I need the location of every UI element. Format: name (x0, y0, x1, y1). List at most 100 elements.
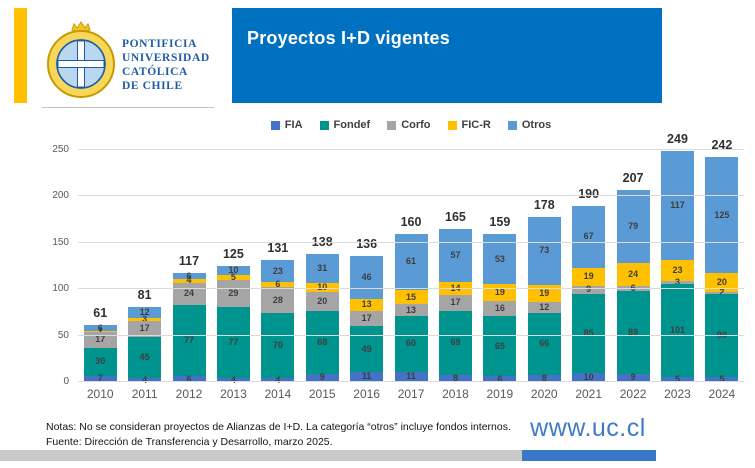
x-axis-label-2022: 2022 (619, 387, 647, 401)
segment-2018-otros: 57 (438, 228, 472, 282)
segment-2017-fondef: 60 (394, 316, 428, 372)
segment-value-2012-fia: 6 (186, 373, 192, 384)
segment-2010-corfo: 17 (83, 331, 117, 348)
x-axis-label-2015: 2015 (308, 387, 336, 401)
segment-2024-fondef: 90 (705, 293, 739, 378)
segment-value-2019-fia: 6 (497, 373, 503, 384)
legend-item-fic-r: FIC-R (447, 119, 491, 131)
bar-2020: 8 66 12 19 73 (527, 216, 561, 382)
y-tick-150: 150 (52, 236, 69, 248)
bar-2023: 5 101 3 23 117 (660, 150, 694, 385)
chart-legend: FIA Fondef Corfo FIC-R Otros (76, 119, 746, 131)
x-axis-label-2016: 2016 (353, 387, 380, 401)
total-label-2019: 159 (489, 215, 511, 230)
x-axis-label-2017: 2017 (397, 387, 425, 401)
segment-2017-otros: 61 (394, 233, 428, 291)
website-link[interactable]: www.uc.cl (530, 414, 646, 442)
bar-2014: 4 70 28 6 23 (261, 260, 295, 384)
segment-value-2011-fic-r: 3 (142, 313, 148, 324)
segment-2020-otros: 73 (527, 216, 561, 285)
segment-value-2021-otros: 67 (583, 231, 594, 242)
segment-2022-fondef: 89 (616, 291, 650, 374)
segment-2010-fia: 7 (83, 373, 117, 384)
uc-logo-crest (47, 21, 115, 98)
segment-2015-otros: 31 (305, 253, 339, 283)
bar-slot-2019: 6 65 16 19 53 159 2019 (478, 150, 522, 401)
segment-2022-fic-r: 24 (616, 263, 650, 286)
segment-2013-corfo: 29 (216, 279, 250, 307)
y-tick-50: 50 (57, 329, 69, 341)
total-label-2023: 249 (667, 131, 688, 146)
accent-yellow-bar (14, 8, 27, 103)
segment-2024-fic-r: 20 (705, 273, 739, 293)
segment-value-2013-fic-r: 5 (230, 272, 236, 283)
y-tick-250: 250 (52, 144, 69, 155)
segment-value-2024-corfo: 2 (719, 287, 725, 298)
segment-value-2012-corfo: 24 (184, 288, 195, 299)
legend-label-fic-r: FIC-R (461, 119, 491, 131)
segment-value-2012-otros: 6 (186, 270, 192, 281)
segment-2010-fic-r: 1 (83, 326, 117, 335)
segment-value-2020-fondef: 66 (539, 338, 550, 349)
segment-2021-fondef: 85 (572, 293, 606, 373)
segment-value-2016-otros: 46 (361, 271, 372, 282)
segment-2013-otros: 10 (216, 266, 250, 276)
segment-2012-fondef: 77 (172, 304, 206, 377)
total-label-2011: 81 (137, 287, 152, 302)
segment-2015-corfo: 20 (305, 292, 339, 311)
university-name-line: PONTIFICIA (122, 38, 198, 50)
bar-slot-2017: 11 60 13 15 61 160 2017 (389, 150, 433, 401)
bars-layer: 7301716612010445173128120116772446117201… (78, 132, 744, 401)
bar-2016: 11 49 17 13 46 (350, 255, 384, 382)
legend-label-fondef: Fondef (333, 119, 371, 131)
segment-value-2016-fic-r: 13 (361, 299, 372, 310)
segment-value-2013-corfo: 29 (228, 287, 239, 298)
segment-value-2016-fondef: 49 (361, 343, 372, 354)
gridline-50 (78, 334, 744, 336)
segment-value-2022-otros: 79 (628, 221, 639, 232)
segment-2014-fondef: 70 (261, 313, 295, 379)
bar-slot-2020: 8 66 12 19 73 178 2020 (522, 150, 566, 401)
segment-value-2023-fia: 5 (674, 374, 680, 385)
segment-value-2013-fia: 4 (230, 374, 236, 385)
segment-value-2010-fia: 7 (97, 373, 103, 384)
bar-slot-2011: 4 45 17 3 12 81 2011 (122, 150, 166, 401)
segment-value-2024-fia: 5 (719, 374, 725, 385)
x-axis-label-2013: 2013 (220, 387, 247, 401)
bar-2011: 4 45 17 3 12 (128, 306, 162, 384)
segment-value-2017-fondef: 60 (406, 338, 417, 349)
bar-2017: 11 60 13 15 61 (394, 233, 428, 382)
bar-2019: 6 65 16 19 53 (483, 234, 517, 384)
segment-value-2021-corfo: 9 (586, 285, 591, 294)
legend-item-fondef: Fondef (319, 119, 371, 131)
segment-2012-fia: 6 (172, 373, 206, 384)
segment-2015-fic-r: 10 (305, 281, 339, 293)
segment-2022-fia: 9 (616, 373, 650, 382)
segment-2023-corfo: 3 (660, 277, 694, 286)
x-axis-label-2020: 2020 (530, 387, 558, 401)
bar-slot-2023: 5 101 3 23 117 249 2023 (655, 132, 699, 401)
segment-value-2016-corfo: 17 (361, 312, 372, 323)
segment-value-2011-fondef: 45 (139, 351, 150, 362)
segment-value-2024-fondef: 90 (717, 331, 727, 340)
bar-slot-2016: 11 49 17 13 46 136 2016 (344, 150, 388, 401)
segment-2010-fondef: 30 (83, 347, 117, 376)
segment-2015-fondef: 68 (305, 310, 339, 374)
segment-2021-otros: 67 (572, 205, 606, 268)
total-label-2021: 190 (578, 186, 600, 201)
legend-swatch-otros (507, 120, 517, 130)
segment-value-2011-otros: 12 (139, 306, 150, 317)
bar-slot-2021: 10 85 9 19 67 190 2021 (566, 150, 610, 401)
x-axis-label-2023: 2023 (664, 387, 691, 401)
segment-value-2015-fic-r: 10 (317, 281, 328, 292)
segment-2017-fic-r: 15 (394, 290, 428, 305)
total-label-2014: 131 (267, 241, 289, 256)
segment-value-2010-fic-r: 1 (98, 326, 103, 336)
segment-2012-corfo: 24 (172, 282, 206, 305)
total-label-2022: 207 (622, 170, 644, 185)
segment-2023-fic-r: 23 (660, 259, 694, 281)
university-name-line: UNIVERSIDAD (122, 52, 210, 64)
segment-value-2015-fondef: 68 (317, 336, 328, 347)
segment-2018-corfo: 17 (438, 294, 472, 311)
segment-value-2018-fondef: 69 (450, 337, 461, 348)
